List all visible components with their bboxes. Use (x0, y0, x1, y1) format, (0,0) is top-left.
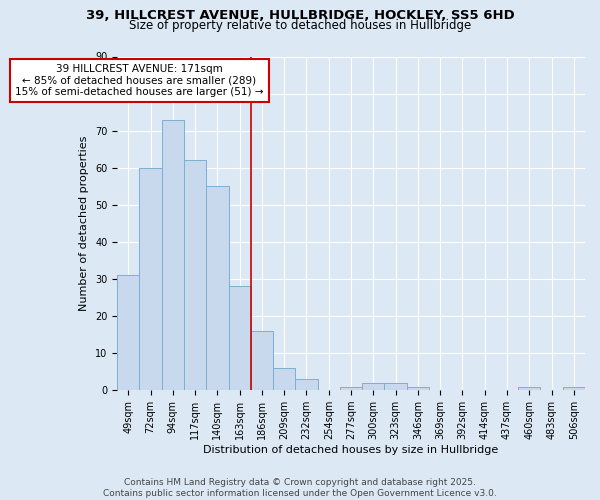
Bar (385, 383, 407, 390)
Bar (362, 383, 385, 390)
X-axis label: Distribution of detached houses by size in Hullbridge: Distribution of detached houses by size … (203, 445, 499, 455)
Bar (251, 331, 273, 390)
Bar (407, 386, 429, 390)
Bar (184, 160, 206, 390)
Bar (518, 386, 541, 390)
Bar (295, 379, 317, 390)
Bar (161, 120, 184, 390)
Bar (340, 386, 362, 390)
Bar (139, 168, 161, 390)
Bar (206, 186, 229, 390)
Bar (563, 386, 585, 390)
Bar (117, 276, 139, 390)
Text: 39 HILLCREST AVENUE: 171sqm
← 85% of detached houses are smaller (289)
15% of se: 39 HILLCREST AVENUE: 171sqm ← 85% of det… (15, 64, 263, 97)
Bar (229, 286, 251, 390)
Y-axis label: Number of detached properties: Number of detached properties (79, 136, 89, 311)
Text: Size of property relative to detached houses in Hullbridge: Size of property relative to detached ho… (129, 19, 471, 32)
Text: Contains HM Land Registry data © Crown copyright and database right 2025.
Contai: Contains HM Land Registry data © Crown c… (103, 478, 497, 498)
Bar (273, 368, 295, 390)
Text: 39, HILLCREST AVENUE, HULLBRIDGE, HOCKLEY, SS5 6HD: 39, HILLCREST AVENUE, HULLBRIDGE, HOCKLE… (86, 9, 514, 22)
